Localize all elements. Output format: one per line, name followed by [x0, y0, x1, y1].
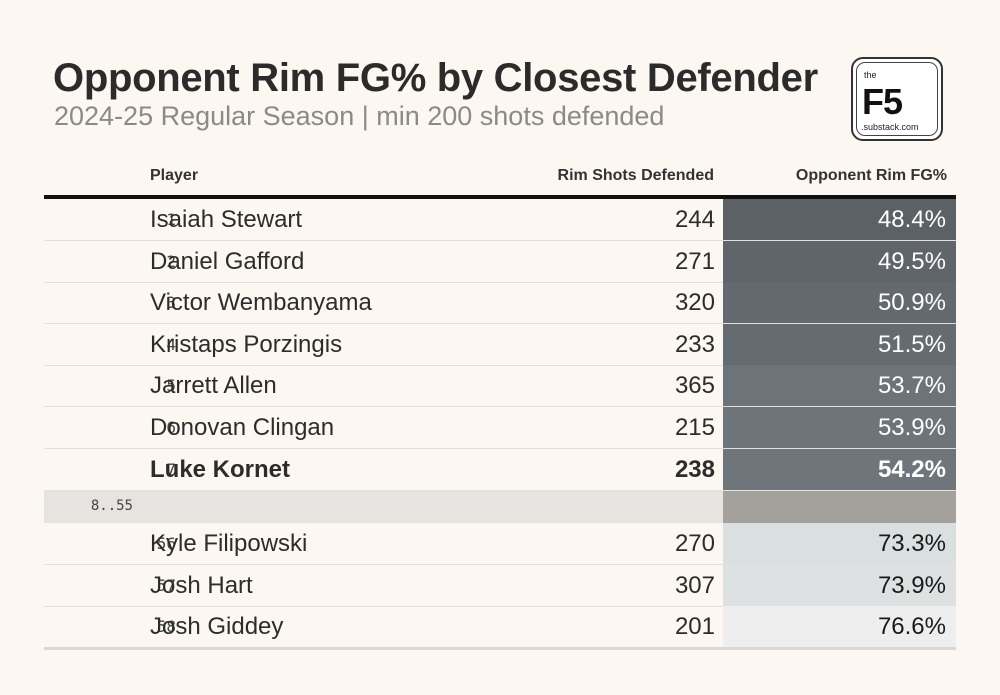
rank-cell: 56: [156, 534, 176, 553]
rank-cell: 4: [166, 334, 176, 354]
player-name-cell: Victor Wembanyama: [150, 289, 372, 317]
rank-cell: 58: [156, 617, 176, 637]
rank-cell: 5: [166, 376, 176, 396]
player-name-cell: Kristaps Porzingis: [150, 330, 343, 358]
opp-rim-fg-value: 51.5%: [877, 330, 946, 358]
rim-shots-cell: 244: [674, 206, 715, 233]
opp-rim-fg-cell: 73.9%: [723, 564, 956, 606]
rim-shots-cell: 215: [674, 414, 715, 441]
player-name-cell: Jarrett Allen: [150, 372, 277, 400]
opp-rim-fg-cell: 53.9%: [723, 407, 956, 448]
gap-rank-label: 8..55: [90, 498, 133, 514]
rank-cell: 3: [166, 293, 176, 313]
player-name-cell: Josh Hart: [150, 571, 253, 599]
table-row: 5 Jarrett Allen 365 53.7%: [44, 365, 956, 408]
logo-f5-text: F5: [862, 81, 903, 122]
opp-rim-fg-cell: 49.5%: [723, 240, 956, 282]
player-name-cell: Luke Kornet: [150, 455, 291, 483]
header-player: Player: [150, 167, 199, 184]
opp-rim-fg-value: 53.7%: [877, 372, 946, 400]
rank-cell: 6: [166, 418, 176, 437]
chart-title: Opponent Rim FG% by Closest Defender: [53, 56, 818, 100]
opp-rim-fg-cell: 54.2%: [723, 448, 956, 490]
table-row: 7 Luke Kornet 238 54.2%: [44, 448, 956, 491]
table-bottom-border: [44, 647, 956, 650]
opp-rim-fg-value: 76.6%: [877, 613, 946, 641]
gap-row: 8..55: [44, 490, 956, 523]
opp-rim-fg-value: 73.3%: [877, 530, 946, 557]
header-rim-shots: Rim Shots Defended: [557, 167, 714, 184]
player-name-cell: Kyle Filipowski: [150, 530, 308, 557]
table-row: 4 Kristaps Porzingis 233 51.5%: [44, 323, 956, 366]
rank-cell: 7: [166, 459, 176, 479]
table-row: 1 Isaiah Stewart 244 48.4%: [44, 199, 956, 241]
rim-shots-cell: 365: [674, 372, 715, 400]
rim-shots-cell: 307: [674, 571, 715, 599]
opp-rim-fg-value: 50.9%: [877, 289, 946, 317]
rim-shots-cell: 270: [674, 530, 715, 557]
rim-shots-cell: 233: [674, 330, 715, 358]
table-row: 58 Josh Giddey 201 76.6%: [44, 606, 956, 649]
opp-rim-fg-value: 73.9%: [877, 571, 946, 599]
chart-subtitle: 2024-25 Regular Season | min 200 shots d…: [54, 101, 665, 131]
rim-shots-cell: 320: [674, 289, 715, 317]
opp-rim-fg-cell: 73.3%: [723, 523, 956, 564]
player-name-cell: Daniel Gafford: [150, 247, 305, 275]
f5-logo: the F5 .substack.com: [851, 57, 943, 141]
header-opp-rim-fg: Opponent Rim FG%: [795, 167, 947, 184]
rank-cell: 2: [166, 251, 176, 271]
rank-cell: 57: [156, 575, 176, 595]
table-row: 2 Daniel Gafford 271 49.5%: [44, 240, 956, 283]
opp-rim-fg-cell: 48.4%: [723, 199, 956, 240]
opp-rim-fg-value: 48.4%: [877, 206, 946, 233]
opp-rim-fg-value: 49.5%: [877, 247, 946, 275]
logo-the-text: the: [864, 70, 877, 80]
gap-fg-cell: [723, 490, 956, 523]
opp-rim-fg-cell: 51.5%: [723, 323, 956, 365]
table-row: 57 Josh Hart 307 73.9%: [44, 564, 956, 607]
opp-rim-fg-value: 53.9%: [877, 414, 946, 441]
header-divider: [44, 195, 956, 199]
opp-rim-fg-value: 54.2%: [877, 455, 946, 483]
player-name-cell: Donovan Clingan: [150, 414, 335, 441]
player-name-cell: Isaiah Stewart: [150, 206, 303, 233]
rim-shots-cell: 201: [674, 613, 715, 641]
opp-rim-fg-cell: 50.9%: [723, 282, 956, 324]
player-name-cell: Josh Giddey: [150, 613, 284, 641]
rim-shots-cell: 238: [674, 455, 715, 483]
rank-cell: 1: [166, 210, 176, 229]
opp-rim-fg-cell: 53.7%: [723, 365, 956, 407]
logo-substack-text: .substack.com: [861, 122, 919, 132]
table-row: 3 Victor Wembanyama 320 50.9%: [44, 282, 956, 325]
table-row: 6 Donovan Clingan 215 53.9%: [44, 407, 956, 449]
rim-shots-cell: 271: [674, 247, 715, 275]
opp-rim-fg-cell: 76.6%: [723, 606, 956, 648]
table-row: 56 Kyle Filipowski 270 73.3%: [44, 523, 956, 565]
